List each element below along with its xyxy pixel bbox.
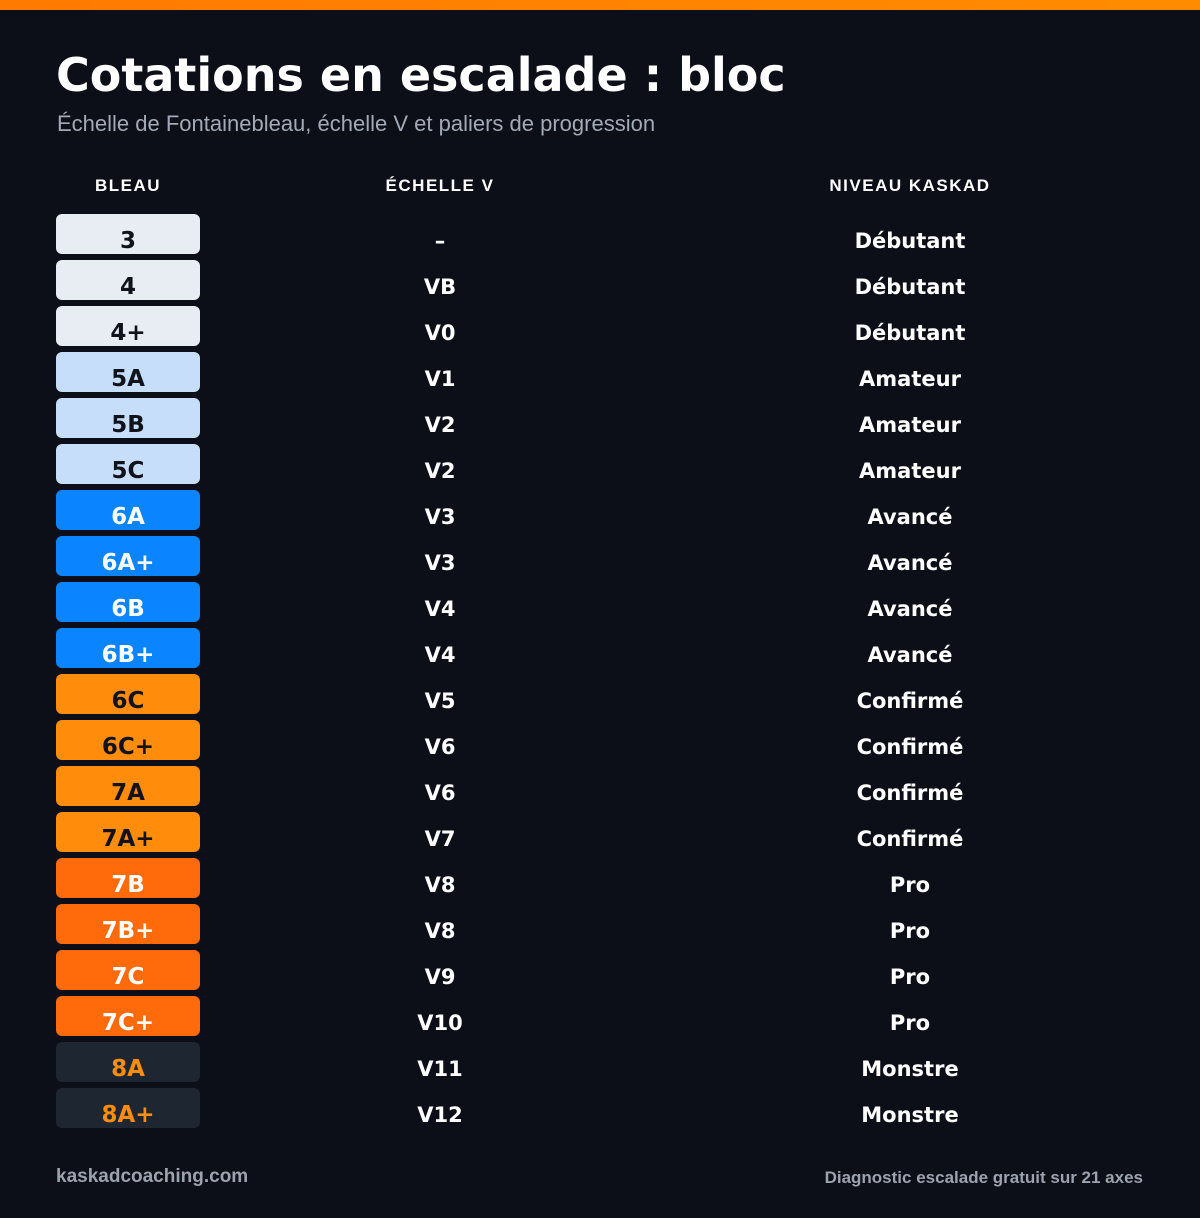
page-title: Cotations en escalade : bloc: [56, 48, 786, 102]
v-scale-grade: V9: [424, 965, 456, 989]
v-scale-grade: V2: [424, 459, 456, 483]
grade-table: 3 – Débutant 4 VB Débutant 4+ V0 Débutant 5A V1 Ama…: [0, 214, 1200, 1134]
bleau-grade-badge: 7B+: [56, 904, 200, 944]
column-header-level: NIVEAU KASKAD: [829, 176, 991, 195]
bleau-grade-badge: 8A+: [56, 1088, 200, 1128]
table-row: 4 VB Débutant: [0, 260, 1200, 306]
kaskad-level: Débutant: [854, 275, 966, 299]
bleau-grade-badge: 5A: [56, 352, 200, 392]
kaskad-level: Pro: [889, 1011, 931, 1035]
v-scale-grade: V3: [424, 505, 456, 529]
bleau-grade-badge: 7A: [56, 766, 200, 806]
column-header-bleau: BLEAU: [94, 176, 162, 195]
kaskad-level: Confirmé: [856, 689, 964, 713]
bleau-grade-badge: 5B: [56, 398, 200, 438]
bleau-grade-badge: 7A+: [56, 812, 200, 852]
v-scale-grade: V1: [424, 367, 456, 391]
table-row: 7B V8 Pro: [0, 858, 1200, 904]
kaskad-level: Avancé: [867, 505, 953, 529]
v-scale-grade: V11: [417, 1057, 463, 1081]
kaskad-level: Confirmé: [856, 827, 964, 851]
kaskad-level: Monstre: [861, 1103, 959, 1127]
bleau-grade-badge: 6C+: [56, 720, 200, 760]
kaskad-level: Amateur: [859, 413, 961, 437]
bleau-grade-badge: 6A: [56, 490, 200, 530]
table-row: 7A V6 Confirmé: [0, 766, 1200, 812]
table-row: 4+ V0 Débutant: [0, 306, 1200, 352]
v-scale-grade: VB: [423, 275, 457, 299]
table-row: 7B+ V8 Pro: [0, 904, 1200, 950]
kaskad-level: Avancé: [867, 597, 953, 621]
v-scale-grade: –: [434, 229, 446, 253]
table-row: 5C V2 Amateur: [0, 444, 1200, 490]
v-scale-grade: V8: [424, 873, 456, 897]
bleau-grade-badge: 8A: [56, 1042, 200, 1082]
table-row: 7C+ V10 Pro: [0, 996, 1200, 1042]
v-scale-grade: V3: [424, 551, 456, 575]
bleau-grade-badge: 4: [56, 260, 200, 300]
v-scale-grade: V10: [417, 1011, 463, 1035]
v-scale-grade: V7: [424, 827, 456, 851]
table-row: 3 – Débutant: [0, 214, 1200, 260]
v-scale-grade: V2: [424, 413, 456, 437]
table-row: 6A V3 Avancé: [0, 490, 1200, 536]
kaskad-level: Débutant: [854, 321, 966, 345]
bleau-grade-badge: 6B+: [56, 628, 200, 668]
kaskad-level: Avancé: [867, 551, 953, 575]
v-scale-grade: V4: [424, 597, 456, 621]
kaskad-level: Confirmé: [856, 781, 964, 805]
kaskad-level: Débutant: [854, 229, 966, 253]
kaskad-level: Pro: [889, 919, 931, 943]
table-row: 5B V2 Amateur: [0, 398, 1200, 444]
v-scale-grade: V8: [424, 919, 456, 943]
table-row: 6C+ V6 Confirmé: [0, 720, 1200, 766]
v-scale-grade: V0: [424, 321, 456, 345]
kaskad-level: Pro: [889, 873, 931, 897]
table-row: 7C V9 Pro: [0, 950, 1200, 996]
bleau-grade-badge: 6A+: [56, 536, 200, 576]
v-scale-grade: V12: [417, 1103, 463, 1127]
bleau-grade-badge: 5C: [56, 444, 200, 484]
footer-site-link[interactable]: kaskadcoaching.com: [56, 1166, 249, 1187]
v-scale-grade: V5: [424, 689, 456, 713]
accent-bar: [0, 0, 1200, 10]
page-subtitle: Échelle de Fontainebleau, échelle V et p…: [57, 111, 656, 136]
footer-cta: Diagnostic escalade gratuit sur 21 axes: [824, 1168, 1143, 1187]
bleau-grade-badge: 6B: [56, 582, 200, 622]
table-row: 5A V1 Amateur: [0, 352, 1200, 398]
kaskad-level: Avancé: [867, 643, 953, 667]
table-row: 6A+ V3 Avancé: [0, 536, 1200, 582]
bleau-grade-badge: 7C: [56, 950, 200, 990]
table-row: 6C V5 Confirmé: [0, 674, 1200, 720]
table-row: 6B V4 Avancé: [0, 582, 1200, 628]
kaskad-level: Pro: [889, 965, 931, 989]
table-row: 8A V11 Monstre: [0, 1042, 1200, 1088]
column-header-v-scale: ÉCHELLE V: [385, 176, 495, 195]
kaskad-level: Amateur: [859, 459, 961, 483]
bleau-grade-badge: 7B: [56, 858, 200, 898]
bleau-grade-badge: 6C: [56, 674, 200, 714]
table-row: 8A+ V12 Monstre: [0, 1088, 1200, 1134]
bleau-grade-badge: 3: [56, 214, 200, 254]
table-row: 6B+ V4 Avancé: [0, 628, 1200, 674]
kaskad-level: Monstre: [861, 1057, 959, 1081]
v-scale-grade: V4: [424, 643, 456, 667]
bleau-grade-badge: 4+: [56, 306, 200, 346]
bleau-grade-badge: 7C+: [56, 996, 200, 1036]
v-scale-grade: V6: [424, 735, 456, 759]
table-row: 7A+ V7 Confirmé: [0, 812, 1200, 858]
v-scale-grade: V6: [424, 781, 456, 805]
kaskad-level: Amateur: [859, 367, 961, 391]
kaskad-level: Confirmé: [856, 735, 964, 759]
